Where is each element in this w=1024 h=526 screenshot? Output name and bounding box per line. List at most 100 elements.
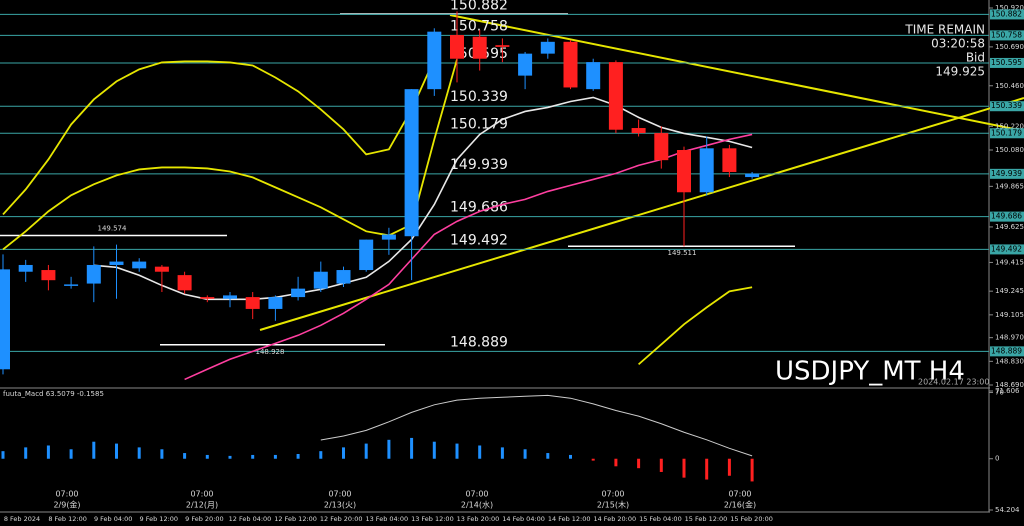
macd-bar: [727, 458, 731, 476]
macd-tick-label: 70: [995, 389, 1004, 397]
macd-bar: [569, 454, 572, 459]
day-date: 2/15(木): [597, 500, 629, 510]
macd-bar: [410, 437, 414, 459]
level-box-label: 150.179: [991, 128, 1022, 137]
candle-body: [64, 284, 79, 286]
level-label: 150.882: [450, 0, 508, 13]
candle-body: [41, 270, 56, 281]
day-time: 07:00: [465, 490, 488, 499]
level-label: 150.758: [450, 18, 508, 34]
macd-bar: [115, 443, 118, 459]
level-label: 149.492: [450, 232, 508, 248]
candle-body: [245, 297, 260, 309]
macd-bar: [69, 449, 73, 459]
symbol-label: USDJPY_MT H4: [775, 357, 965, 387]
candle-body: [154, 266, 169, 272]
macd-bar: [546, 453, 550, 459]
day-time: 07:00: [328, 490, 351, 499]
candle-body: [745, 173, 760, 178]
macd-title: fuuta_Macd 63.5079 -0.1585: [3, 390, 104, 398]
candle-body: [268, 297, 283, 309]
level-box: [990, 211, 1024, 222]
x-tick-label: 12 Feb 12:00: [274, 515, 317, 523]
macd-bar: [659, 458, 663, 472]
x-tick-label: 13 Feb 20:00: [457, 515, 500, 523]
level-box: [990, 9, 1024, 20]
y-tick-label: 150.220: [995, 122, 1024, 130]
x-tick-label: 14 Feb 20:00: [593, 515, 636, 523]
day-date: 2/9(金): [53, 500, 80, 510]
level-box-label: 148.889: [991, 346, 1022, 355]
candle-body: [86, 264, 101, 284]
macd-bar: [614, 458, 618, 467]
candle-body: [0, 269, 10, 370]
candle-body: [427, 31, 442, 90]
macd-bar: [342, 447, 345, 459]
indicator-line: [184, 133, 753, 381]
candle-body: [699, 148, 714, 193]
macd-bar: [273, 454, 277, 459]
candle-body: [404, 89, 419, 237]
macd-bar: [160, 449, 164, 459]
level-box-label: 150.882: [991, 9, 1022, 18]
y-tick-label: 149.105: [995, 311, 1024, 319]
macd-bar: [205, 454, 209, 459]
level-box-label: 150.595: [991, 58, 1022, 67]
indicator-line: [2, 59, 436, 216]
level-box: [990, 128, 1024, 139]
x-tick-label: 14 Feb 04:00: [502, 515, 545, 523]
y-tick-label: 148.970: [995, 334, 1024, 342]
level-box-label: 150.339: [991, 101, 1022, 110]
macd-tick-label: 54.204: [995, 506, 1020, 514]
macd-bar: [296, 454, 300, 459]
candle-body: [132, 261, 147, 269]
candle-body: [586, 62, 601, 90]
price-marker-label: 148.928: [256, 348, 285, 356]
level-box-label: 149.492: [991, 244, 1022, 253]
level-box-label: 149.939: [991, 169, 1022, 178]
candle-body: [381, 234, 396, 240]
candle-body: [631, 128, 646, 134]
x-tick-label: 13 Feb 12:00: [411, 515, 454, 523]
macd-bar: [523, 449, 527, 459]
y-tick-label: 148.830: [995, 357, 1024, 365]
macd-bar: [228, 455, 232, 459]
macd-bar: [364, 443, 368, 459]
indicator-line: [2, 59, 458, 251]
x-tick-label: 15 Feb 12:00: [685, 515, 728, 523]
indicator-line: [93, 96, 753, 301]
macd-bar: [750, 458, 754, 482]
day-date: 2/13(火): [324, 501, 356, 510]
macd-bar: [24, 447, 28, 459]
macd-bar: [478, 445, 482, 459]
candle-body: [18, 264, 33, 272]
level-box: [990, 101, 1024, 112]
x-tick-label: 8 Feb 2024: [4, 515, 40, 523]
x-tick-label: 9 Feb 04:00: [94, 515, 133, 523]
indicator-line: [638, 286, 753, 366]
candle-body: [336, 270, 351, 284]
price-marker-label: 149.511: [668, 249, 697, 257]
time-remain: 03:20:58: [931, 37, 985, 51]
y-tick-label: 148.690: [995, 381, 1024, 389]
y-tick-label: 150.080: [995, 146, 1024, 154]
candle-body: [563, 41, 578, 88]
x-tick-label: 9 Feb 20:00: [185, 515, 224, 523]
macd-bar: [432, 441, 436, 459]
candle-body: [472, 36, 487, 59]
macd-bar: [46, 445, 50, 459]
candle-body: [518, 53, 533, 76]
y-tick-label: 150.690: [995, 43, 1024, 51]
macd-bar: [137, 447, 141, 459]
timestamp: 2024.02.17 23:00: [918, 378, 989, 387]
x-tick-label: 13 Feb 04:00: [365, 515, 408, 523]
macd-bar: [92, 441, 96, 459]
macd-bar: [319, 451, 323, 459]
candle-body: [223, 295, 237, 299]
level-label: 148.889: [450, 334, 508, 350]
candle-body: [359, 239, 374, 271]
candle-body: [540, 41, 555, 54]
macd-bar: [591, 458, 595, 461]
macd-bar: [500, 447, 504, 459]
